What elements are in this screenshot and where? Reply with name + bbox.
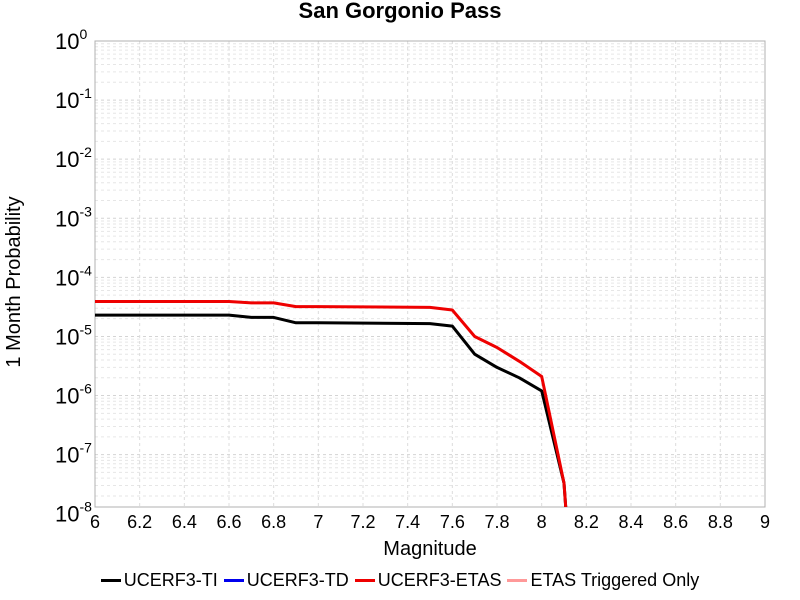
series-line-ucerf3-etas (95, 300, 568, 507)
plot-area (95, 41, 765, 507)
legend-label: ETAS Triggered Only (530, 570, 700, 590)
x-tick-label: 6.6 (216, 512, 241, 532)
y-tick-label: 10-2 (55, 144, 92, 172)
x-tick-label: 9 (760, 512, 770, 532)
legend-item: UCERF3-ETAS (354, 570, 502, 591)
y-axis-label: 1 Month Probability (3, 196, 25, 367)
x-tick-label: 7.6 (440, 512, 465, 532)
legend-item: ETAS Triggered Only (507, 570, 699, 591)
y-tick-label: 10-8 (55, 499, 92, 527)
x-tick-label: 7.8 (484, 512, 509, 532)
y-tick-label: 10-7 (55, 440, 92, 468)
x-tick-label: 8.2 (574, 512, 599, 532)
x-tick-label: 7 (313, 512, 323, 532)
legend-item: UCERF3-TD (223, 570, 349, 591)
y-tick-label: 10-1 (55, 85, 92, 113)
legend-swatch (223, 579, 244, 582)
y-tick-label: 10-6 (55, 381, 92, 409)
legend-item: UCERF3-TI (100, 570, 218, 591)
x-tick-label: 6.4 (172, 512, 197, 532)
plot-border (94, 40, 766, 508)
x-tick-label: 7.4 (395, 512, 420, 532)
x-tick-label: 8.8 (708, 512, 733, 532)
legend-swatch (507, 579, 528, 582)
grid (94, 40, 766, 507)
legend-label: UCERF3-ETAS (377, 570, 502, 590)
legend-swatch (354, 579, 375, 582)
y-tick-label: 100 (55, 26, 87, 54)
x-tick-label: 7.2 (350, 512, 375, 532)
y-ticks: 100 10-1 10-2 10-3 10-4 10-5 10-6 10-7 10-8 (55, 26, 92, 527)
x-tick-label: 8.4 (618, 512, 643, 532)
legend-swatch (100, 579, 121, 582)
legend: UCERF3-TI UCERF3-TD UCERF3-ETAS ETAS Trigge… (0, 566, 800, 591)
series-line-ucerf3-ti (95, 313, 568, 507)
x-tick-label: 6 (90, 512, 100, 532)
chart-title: San Gorgonio Pass (299, 0, 502, 23)
x-tick-label: 8 (537, 512, 547, 532)
x-tick-label: 6.2 (127, 512, 152, 532)
x-tick-label: 6.8 (261, 512, 286, 532)
x-ticks: 6 6.2 6.4 6.6 6.8 7 7.2 7.4 7.6 7.8 8 8.2 8.4 8.6 8.8 9 (90, 512, 770, 532)
legend-label: UCERF3-TI (123, 570, 218, 590)
x-axis-label: Magnitude (383, 538, 476, 560)
y-tick-label: 10-4 (55, 262, 92, 290)
y-tick-label: 10-5 (55, 321, 92, 349)
legend-label: UCERF3-TD (246, 570, 349, 590)
y-tick-label: 10-3 (55, 203, 92, 231)
x-tick-label: 8.6 (663, 512, 688, 532)
series-layer (95, 300, 568, 507)
